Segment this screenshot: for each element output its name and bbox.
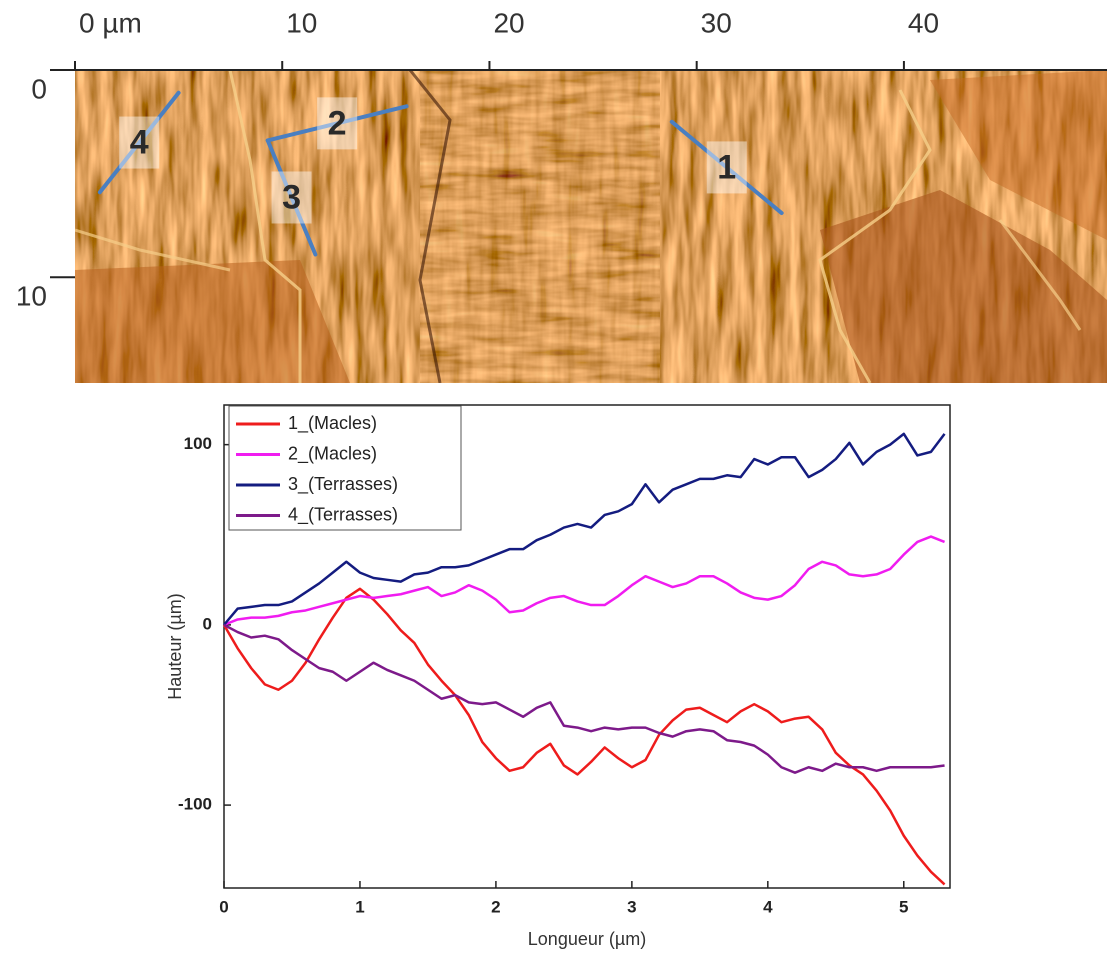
- legend-label: 4_(Terrasses): [288, 504, 398, 525]
- x-tick-label: 5: [899, 897, 908, 916]
- grain-boundary: [75, 228, 231, 272]
- grain: [820, 190, 1107, 383]
- legend-label: 1_(Macles): [288, 413, 377, 434]
- grain: [420, 70, 660, 383]
- y-tick-label: 100: [184, 434, 212, 453]
- profile-label-box: [271, 171, 312, 224]
- x-tick-label: 10: [286, 7, 317, 38]
- profile-line: [669, 119, 784, 216]
- profile-label: 3: [282, 178, 301, 216]
- x-tick-label: 0 µm: [79, 7, 142, 38]
- legend-label: 3_(Terrasses): [288, 474, 398, 495]
- y-tick-label: 0: [31, 73, 47, 104]
- legend-label: 2_(Macles): [288, 443, 377, 464]
- x-tick-label: 40: [908, 7, 939, 38]
- grain: [930, 70, 1107, 240]
- profile-label: 1: [717, 148, 736, 186]
- profile-line: [265, 104, 409, 143]
- x-tick-label: 3: [627, 897, 636, 916]
- y-tick-label: 0: [203, 614, 212, 633]
- afm-image: [75, 70, 1107, 383]
- series-line: [223, 623, 945, 774]
- profile-label: 4: [130, 124, 149, 162]
- profile-label-box: [706, 141, 747, 194]
- y-tick-label: 10: [16, 281, 47, 312]
- profile-label-box: [317, 97, 358, 150]
- grain-boundary: [998, 219, 1082, 331]
- grain-boundary: [408, 70, 452, 383]
- series-line: [223, 432, 946, 626]
- grain: [75, 260, 350, 383]
- grain-boundary: [818, 89, 932, 383]
- x-tick-label: 30: [701, 7, 732, 38]
- profile-line: [265, 138, 318, 257]
- y-axis-title: Hauteur (µm): [165, 593, 185, 699]
- series-line: [223, 535, 946, 627]
- y-tick-label: -100: [178, 795, 212, 814]
- grain-boundary: [228, 70, 302, 383]
- profile-label: 2: [328, 104, 347, 142]
- x-tick-label: 0: [219, 897, 228, 916]
- x-axis-title: Longueur (µm): [528, 929, 646, 949]
- x-tick-label: 20: [493, 7, 524, 38]
- profile-label-box: [119, 116, 160, 169]
- x-tick-label: 4: [763, 897, 773, 916]
- x-tick-label: 1: [355, 897, 364, 916]
- legend-box: [228, 405, 462, 531]
- x-tick-label: 2: [491, 897, 500, 916]
- profile-line: [97, 90, 181, 195]
